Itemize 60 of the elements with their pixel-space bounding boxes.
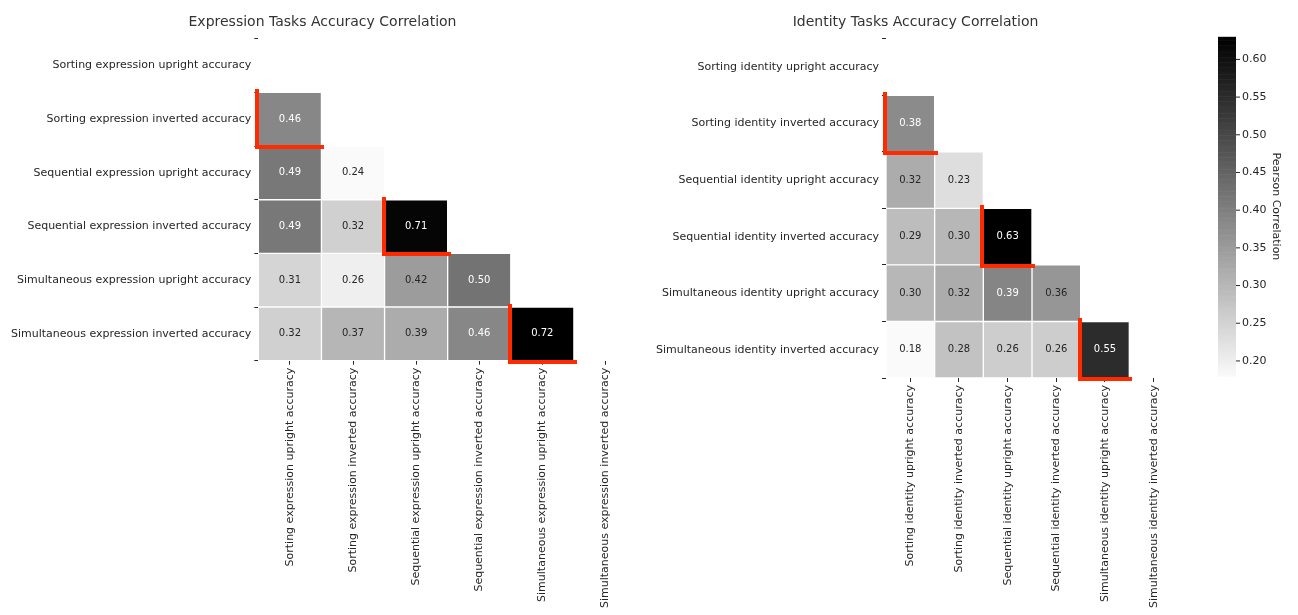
- data-label: 0.39: [404, 327, 428, 339]
- data-label: 0.36: [1045, 286, 1068, 298]
- data-label: 0.18: [899, 343, 922, 355]
- data-label: 0.49: [278, 166, 302, 178]
- x-tick-label: Simultaneous identity upright accuracy: [1097, 384, 1111, 602]
- data-label: 0.46: [278, 112, 302, 124]
- y-tick-label: Simultaneous expression upright accuracy: [17, 273, 252, 287]
- y-tick-label: Sorting identity inverted accuracy: [691, 116, 880, 130]
- y-tick-label: Sequential identity inverted accuracy: [672, 229, 880, 243]
- data-label: 0.32: [278, 327, 302, 339]
- data-label: 0.32: [899, 173, 922, 185]
- y-tick-label: Sorting expression inverted accuracy: [46, 112, 252, 126]
- y-tick-label: Sorting expression upright accuracy: [52, 58, 252, 72]
- data-label: 0.32: [341, 220, 365, 232]
- x-tick-label: Sequential expression upright accuracy: [408, 367, 422, 586]
- chart-title: Identity Tasks Accuracy Correlation: [792, 13, 1039, 30]
- data-label: 0.28: [947, 343, 971, 355]
- x-tick-label: Sequential identity inverted accuracy: [1049, 384, 1063, 592]
- data-label: 0.26: [341, 273, 365, 285]
- data-label: 0.42: [404, 273, 428, 285]
- x-tick-label: Simultaneous identity inverted accuracy: [1146, 384, 1160, 609]
- color-bar-label: 0.45: [1242, 165, 1267, 179]
- x-tick-label: Sequential expression inverted accuracy: [472, 367, 486, 592]
- color-bar-label: 0.30: [1242, 278, 1267, 292]
- x-tick-label: Sequential identity upright accuracy: [1000, 384, 1014, 586]
- y-tick-label: Sequential expression inverted accuracy: [27, 219, 252, 233]
- data-label: 0.37: [341, 327, 365, 339]
- chart-title: Expression Tasks Accuracy Correlation: [188, 13, 457, 30]
- color-bar-title: Pearson Correlation: [1270, 152, 1284, 261]
- color-bar-label: 0.50: [1242, 127, 1267, 141]
- y-tick-label: Simultaneous identity upright accuracy: [662, 286, 880, 300]
- data-label: 0.63: [996, 230, 1019, 242]
- color-bar-label: 0.35: [1242, 240, 1267, 254]
- data-label: 0.72: [531, 327, 554, 339]
- data-label: 0.49: [278, 220, 302, 232]
- y-tick-label: Sorting identity upright accuracy: [697, 59, 880, 73]
- color-bar-label: 0.40: [1242, 203, 1267, 217]
- data-label: 0.26: [1045, 343, 1068, 355]
- y-tick-label: Simultaneous expression inverted accuracy: [10, 326, 252, 340]
- data-label: 0.50: [468, 273, 491, 285]
- data-label: 0.29: [899, 230, 922, 242]
- data-label: 0.39: [996, 286, 1019, 298]
- data-label: 0.71: [404, 220, 428, 232]
- data-label: 0.32: [947, 286, 971, 298]
- y-tick-label: Simultaneous identity inverted accuracy: [655, 342, 880, 356]
- data-label: 0.30: [947, 230, 971, 242]
- data-label: 0.23: [947, 173, 971, 185]
- color-bar-label: 0.20: [1242, 353, 1267, 367]
- data-label: 0.30: [899, 286, 922, 298]
- data-label: 0.46: [468, 327, 491, 339]
- y-tick-label: Sequential expression upright accuracy: [33, 165, 252, 179]
- y-tick-label: Sequential identity upright accuracy: [678, 173, 880, 186]
- data-label: 0.55: [1093, 343, 1117, 355]
- color-bar-label: 0.55: [1242, 89, 1267, 103]
- data-label: 0.26: [996, 343, 1019, 355]
- data-label: 0.38: [899, 117, 922, 129]
- data-label: 0.31: [278, 273, 302, 285]
- data-label: 0.24: [341, 166, 365, 178]
- color-bar-label: 0.60: [1242, 52, 1267, 66]
- color-bar-label: 0.25: [1242, 316, 1267, 330]
